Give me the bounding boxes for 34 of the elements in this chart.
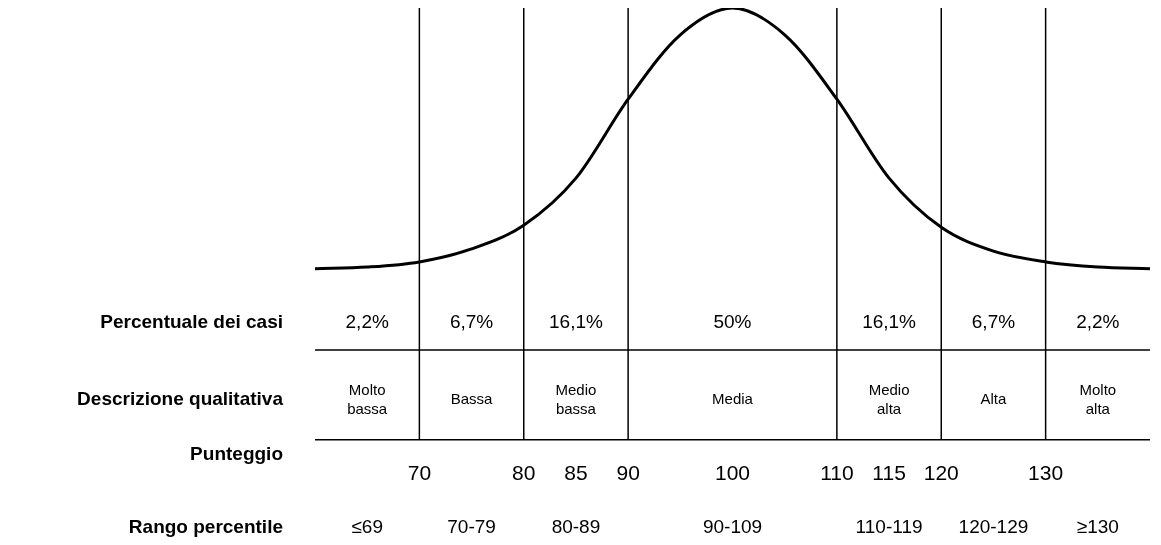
annotation: Alta	[980, 390, 1008, 408]
x-tick-label: 90	[616, 461, 640, 485]
text: 70-79	[447, 516, 496, 538]
x-tick-label: 110	[820, 461, 854, 485]
annotation: Medio bassa	[555, 380, 597, 417]
x-axis-title: Punteggio	[190, 443, 283, 465]
annotation: Bassa	[450, 390, 494, 408]
annotation: 2,2%	[1076, 311, 1120, 333]
annotation: Molto alta	[1079, 380, 1117, 417]
annotation: 16,1%	[862, 311, 917, 333]
text: 90-109	[702, 516, 763, 538]
annotation: 6,7%	[971, 311, 1016, 333]
annotation: Molto bassa	[347, 380, 388, 417]
x-tick-label: 120	[923, 461, 959, 485]
x-tick-label: 80	[512, 461, 536, 485]
x-tick-label: 115	[872, 461, 906, 485]
annotation: Medio alta	[868, 380, 910, 417]
text: 80-89	[551, 516, 601, 538]
text: ≤69	[351, 516, 383, 538]
annotation: 50%	[713, 311, 752, 333]
text: 120-129	[958, 516, 1029, 538]
text: Rango percentile	[128, 516, 283, 538]
text: Descrizione qualitativa	[77, 388, 284, 410]
annotation: Media	[712, 390, 754, 408]
x-tick-label: 100	[714, 461, 751, 485]
text: Percentuale dei casi	[100, 311, 283, 333]
x-tick-label: 85	[564, 461, 588, 485]
text: ≥130	[1076, 516, 1119, 538]
text: 110-119	[855, 516, 923, 538]
annotation: 6,7%	[449, 311, 494, 333]
x-tick-label: 130	[1028, 461, 1064, 485]
annotation: 16,1%	[549, 311, 603, 333]
annotation: 2,2%	[345, 311, 389, 333]
x-tick-label: 70	[407, 461, 432, 485]
